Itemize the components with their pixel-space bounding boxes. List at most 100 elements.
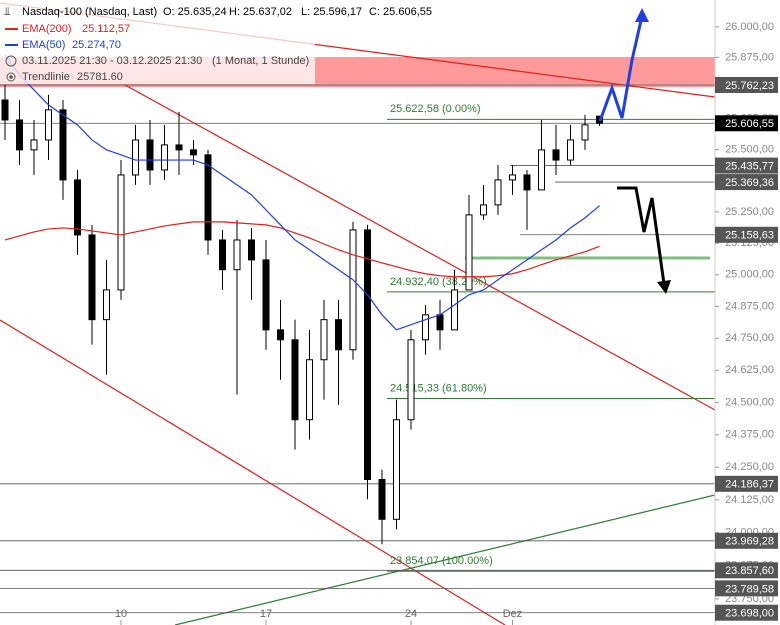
chart-icon: ⫫ — [4, 6, 10, 18]
ohlc-low: L: 25.596,17 — [301, 6, 362, 18]
candle-body — [523, 174, 531, 191]
candle-body — [233, 239, 241, 271]
fib-label: 24.932,40 (38.20%) — [390, 276, 487, 288]
candle-body — [146, 139, 154, 171]
candle-body — [465, 214, 473, 291]
price-tag-label: 23.857,60 — [725, 565, 774, 577]
candle-body — [581, 124, 589, 141]
arrow-head — [657, 280, 671, 294]
candle-body — [393, 419, 400, 520]
y-tick-label: 24.500,00 — [725, 396, 774, 408]
price-tag — [715, 604, 778, 621]
price-tag — [715, 157, 778, 174]
candle-body — [1, 99, 9, 121]
y-tick-label: 25.500,00 — [725, 144, 774, 156]
price-tag-label: 25.606,55 — [725, 118, 774, 130]
candle-body — [364, 229, 371, 480]
price-tag — [715, 76, 778, 93]
y-tick-label: 24.375,00 — [725, 429, 774, 441]
candle-body — [407, 339, 415, 421]
candle-body — [248, 239, 255, 261]
candle-body — [88, 234, 96, 321]
candle-body — [161, 144, 168, 171]
candle-body — [436, 314, 444, 331]
ema-lines — [4, 54, 600, 331]
candle-body — [262, 259, 270, 331]
candle-body — [494, 179, 502, 206]
price-tag — [715, 532, 778, 549]
legend-value: 25.274,70 — [72, 39, 121, 51]
candle-body — [306, 359, 313, 421]
levels: 25.622,58 (0.00%) 24.932,40 (38.20%) 24.51… — [0, 84, 715, 614]
legend-label: EMA(50) — [22, 39, 65, 51]
candle-body — [204, 154, 212, 241]
price-tag — [715, 226, 778, 243]
price-tag-label: 23.789,58 — [725, 583, 774, 595]
y-tick-label: 25.250,00 — [725, 206, 774, 218]
y-axis: 26.000,0025.875,0025.750,0025.625,0025.5… — [715, 21, 774, 605]
price-tag — [715, 115, 778, 132]
projection-arrows — [598, 8, 671, 294]
y-tick-label: 24.625,00 — [725, 364, 774, 376]
candle-body — [74, 179, 81, 236]
candle-body — [422, 314, 429, 341]
trend-line — [124, 84, 715, 411]
interval: (1 Monat, 1 Stunde) — [212, 55, 309, 67]
candle-body — [45, 109, 52, 141]
trendline-name: Trendlinie — [22, 71, 70, 83]
ema-line — [4, 221, 600, 278]
legend-bg — [0, 2, 315, 84]
legend-label: EMA(200) — [22, 23, 72, 35]
price-tag — [715, 174, 778, 191]
trendline-icon — [9, 75, 13, 79]
y-tick-label: 24.250,00 — [725, 461, 774, 473]
ohlc-close: C: 25.606,55 — [369, 6, 432, 18]
x-tick-label: 10 — [115, 608, 127, 620]
candle-body — [335, 319, 342, 351]
y-tick-label: 24.750,00 — [725, 332, 774, 344]
candle-body — [538, 149, 545, 191]
candle-body — [16, 119, 23, 151]
chart-title: Nasdaq-100 (Nasdaq, Last) — [22, 6, 157, 18]
candle-body — [277, 329, 284, 341]
x-tick-label: 24 — [405, 608, 417, 620]
y-tick-label: 26.000,00 — [725, 21, 774, 33]
price-tag — [715, 475, 778, 492]
candle-body — [175, 144, 183, 151]
candles — [1, 85, 603, 545]
y-tick-label: 25.875,00 — [725, 51, 774, 63]
candle-body — [480, 204, 487, 216]
legend-value: 25.112,57 — [82, 23, 130, 35]
candle-body — [219, 239, 226, 271]
candle-body — [132, 139, 139, 176]
trendline-value: 25781.60 — [77, 71, 123, 83]
price-tags: 25.762,23 25.606,55 25.435,77 25.369,36 25.1… — [715, 76, 778, 621]
candle-body — [320, 319, 328, 361]
price-tag — [715, 562, 778, 579]
trendline-icon — [6, 72, 16, 82]
date-range: 03.11.2025 21:30 - 03.12.2025 21:30 — [22, 55, 202, 67]
candle-body — [349, 229, 357, 351]
x-axis: 10 17 24 Dez — [115, 608, 522, 625]
candle-body — [509, 174, 516, 181]
fib-label: 25.622,58 (0.00%) — [390, 103, 481, 115]
price-tag-label: 23.698,00 — [725, 608, 774, 620]
price-tag — [715, 580, 778, 597]
candle-body — [552, 149, 560, 161]
y-tick-label: 24.875,00 — [725, 300, 774, 312]
candle-body — [567, 139, 574, 161]
fib-label: 23.854,07 (100.00%) — [390, 555, 493, 567]
fib-label: 24.515,33 (61.80%) — [390, 382, 487, 394]
candle-body — [451, 289, 458, 331]
bear-arrow — [617, 186, 666, 285]
price-tag-label: 25.369,36 — [725, 177, 774, 189]
candle-body — [59, 109, 67, 181]
candle-body — [117, 174, 125, 291]
x-tick-label: 17 — [260, 608, 272, 620]
candle-body — [291, 339, 299, 421]
trend-line — [174, 494, 715, 625]
candle-body — [378, 478, 386, 520]
price-tag-label: 24.186,37 — [725, 479, 774, 491]
price-tag-label: 25.435,77 — [725, 160, 774, 172]
